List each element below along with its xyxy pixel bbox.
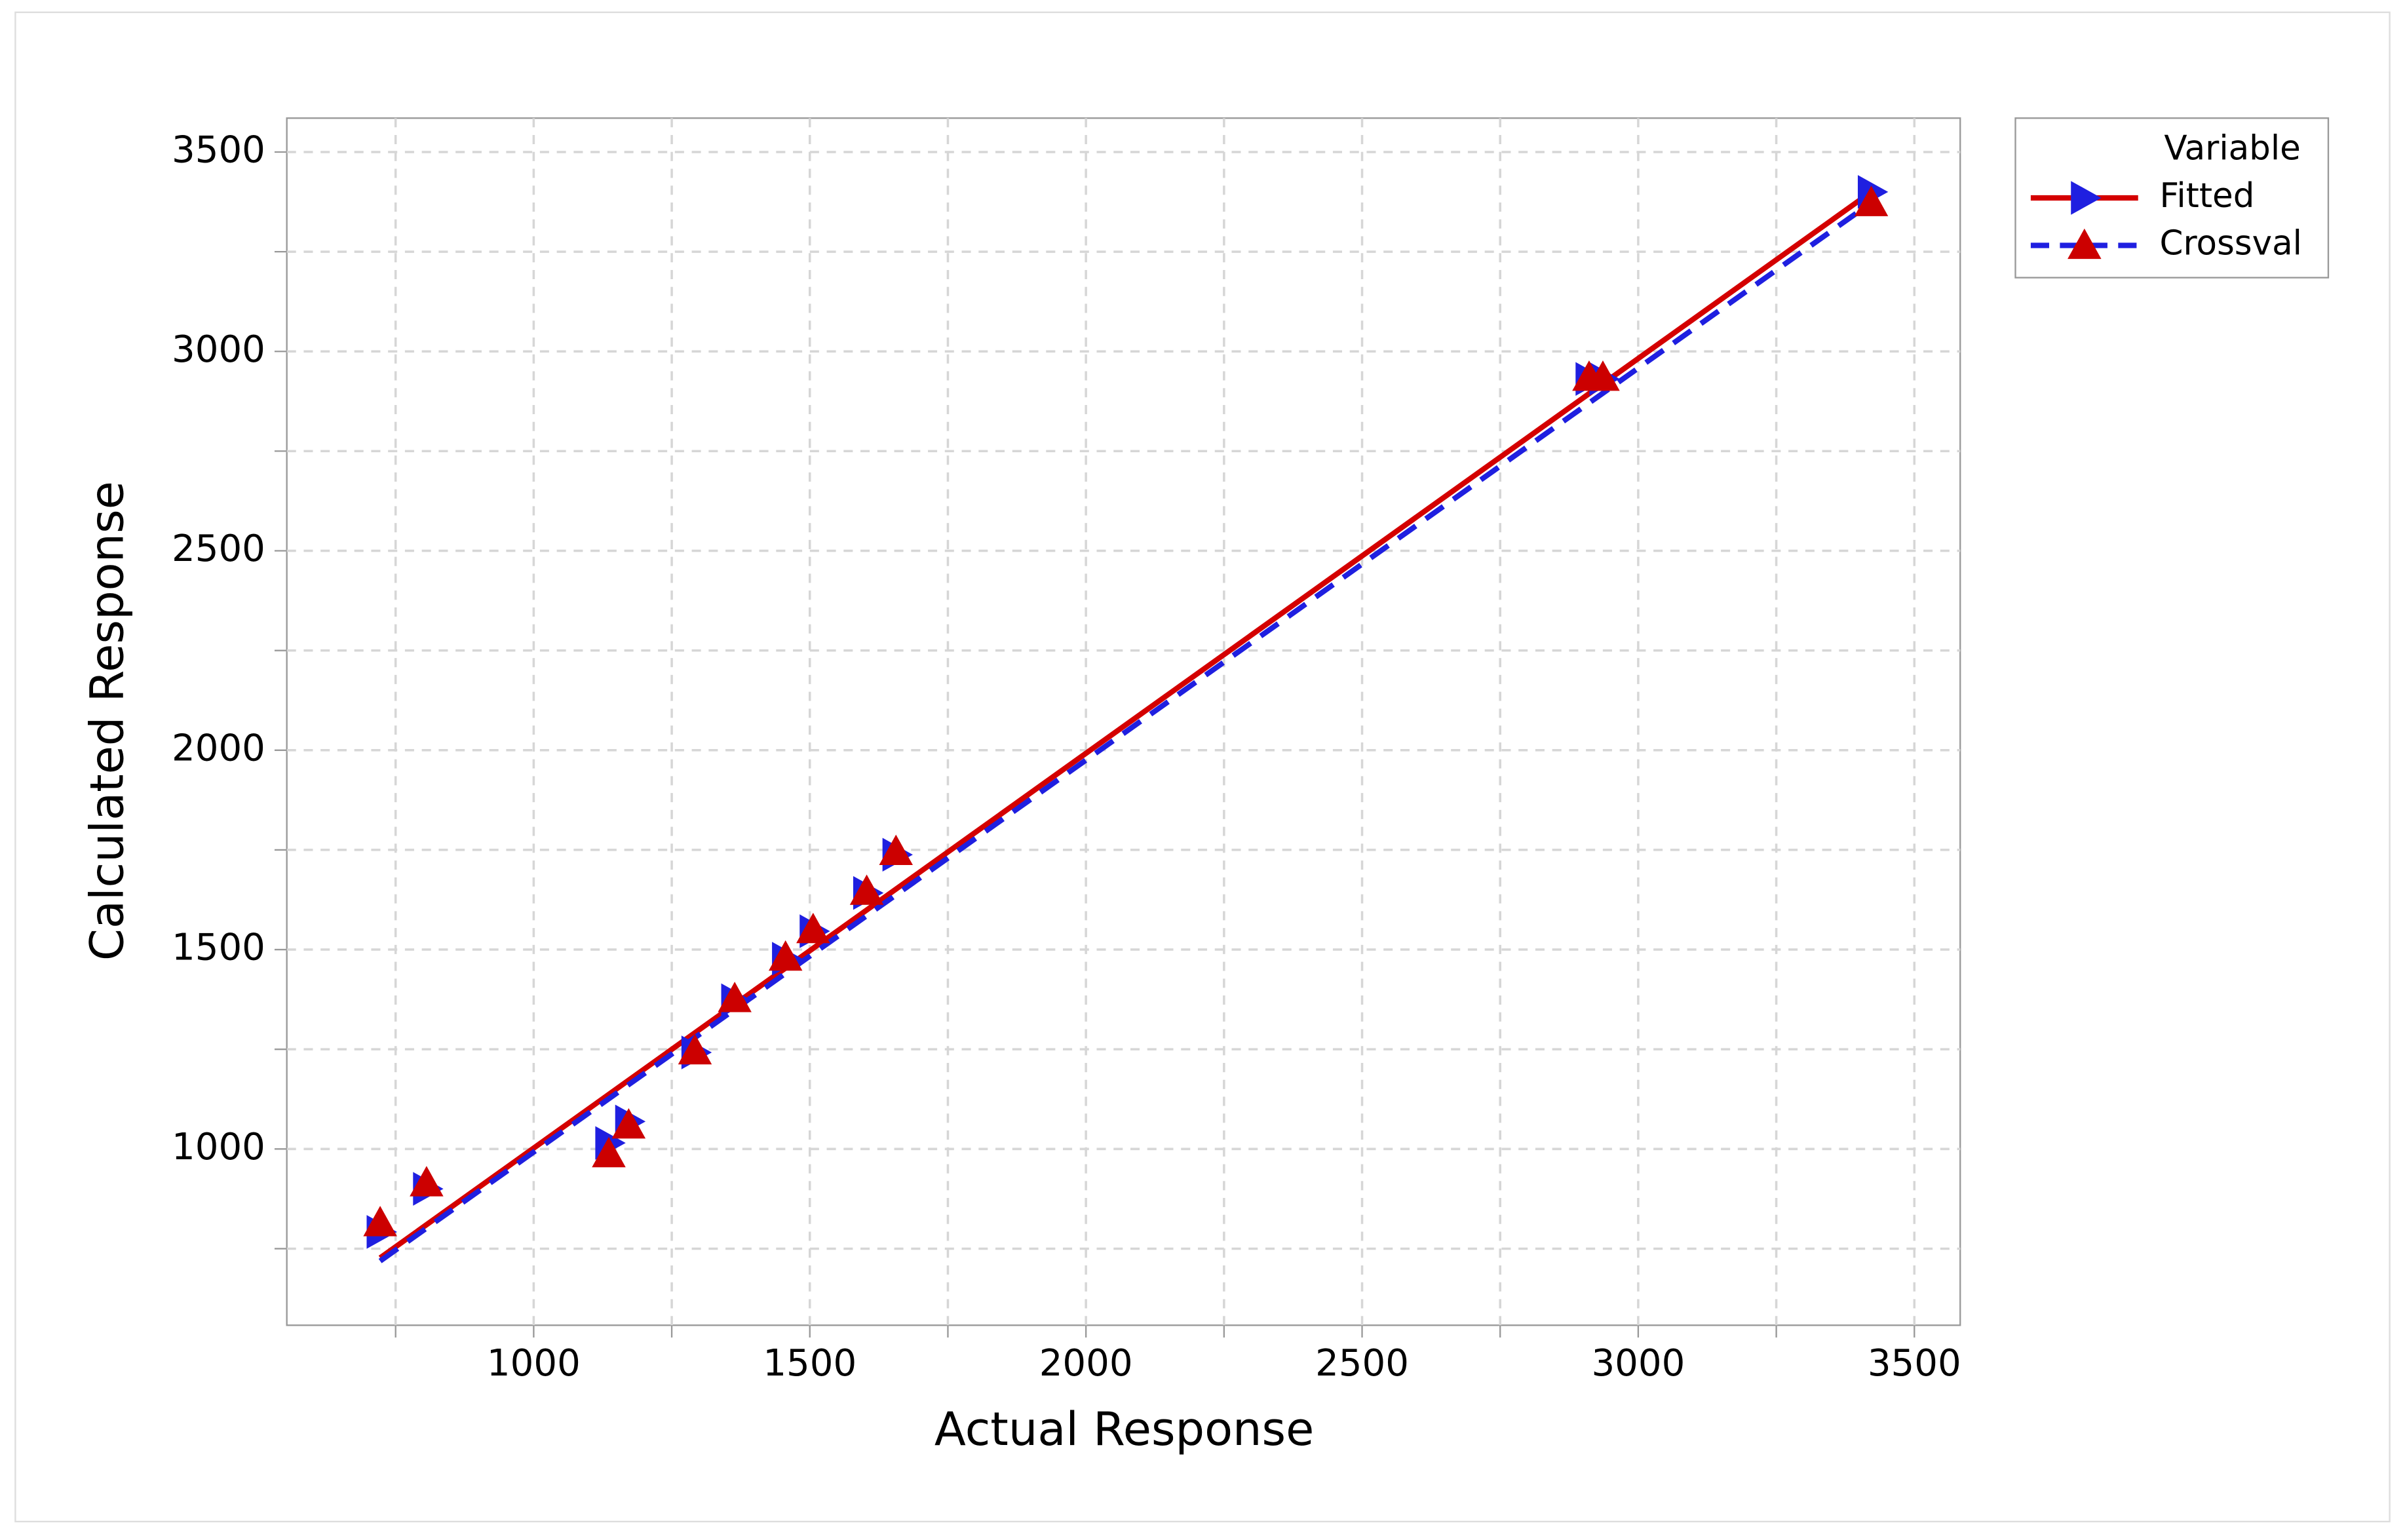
x-tick-label: 3500 bbox=[1868, 1342, 1961, 1385]
x-tick-label: 3000 bbox=[1591, 1342, 1685, 1385]
legend-title: Variable bbox=[2164, 128, 2300, 168]
point bbox=[768, 940, 803, 971]
y-tick-label: 1500 bbox=[172, 927, 265, 969]
point bbox=[678, 1033, 712, 1065]
point bbox=[849, 874, 884, 905]
fit-line bbox=[378, 189, 1873, 1260]
point bbox=[1586, 360, 1620, 391]
x-axis-label: Actual Response bbox=[934, 1402, 1314, 1456]
fit-line bbox=[378, 200, 1873, 1263]
y-tick-label: 2500 bbox=[172, 528, 265, 570]
point bbox=[1854, 185, 1889, 216]
legend-label: Fitted bbox=[2160, 176, 2255, 216]
y-tick-label: 3000 bbox=[172, 328, 265, 371]
point bbox=[611, 1108, 646, 1139]
point bbox=[363, 1206, 397, 1237]
legend-marker bbox=[2071, 181, 2102, 215]
y-axis-label: Calculated Response bbox=[81, 481, 134, 961]
x-tick-label: 2000 bbox=[1039, 1342, 1133, 1385]
y-tick-label: 1000 bbox=[172, 1126, 265, 1168]
point bbox=[879, 834, 913, 865]
point bbox=[592, 1136, 626, 1168]
x-tick-label: 1500 bbox=[763, 1342, 856, 1385]
y-tick-label: 3500 bbox=[172, 129, 265, 172]
x-tick-label: 1000 bbox=[487, 1342, 581, 1385]
point bbox=[796, 912, 830, 944]
point bbox=[410, 1166, 444, 1197]
x-tick-label: 2500 bbox=[1315, 1342, 1409, 1385]
y-tick-label: 2000 bbox=[172, 727, 265, 769]
legend-marker bbox=[2068, 228, 2102, 260]
point bbox=[718, 982, 752, 1012]
legend-label: Crossval bbox=[2160, 224, 2302, 263]
